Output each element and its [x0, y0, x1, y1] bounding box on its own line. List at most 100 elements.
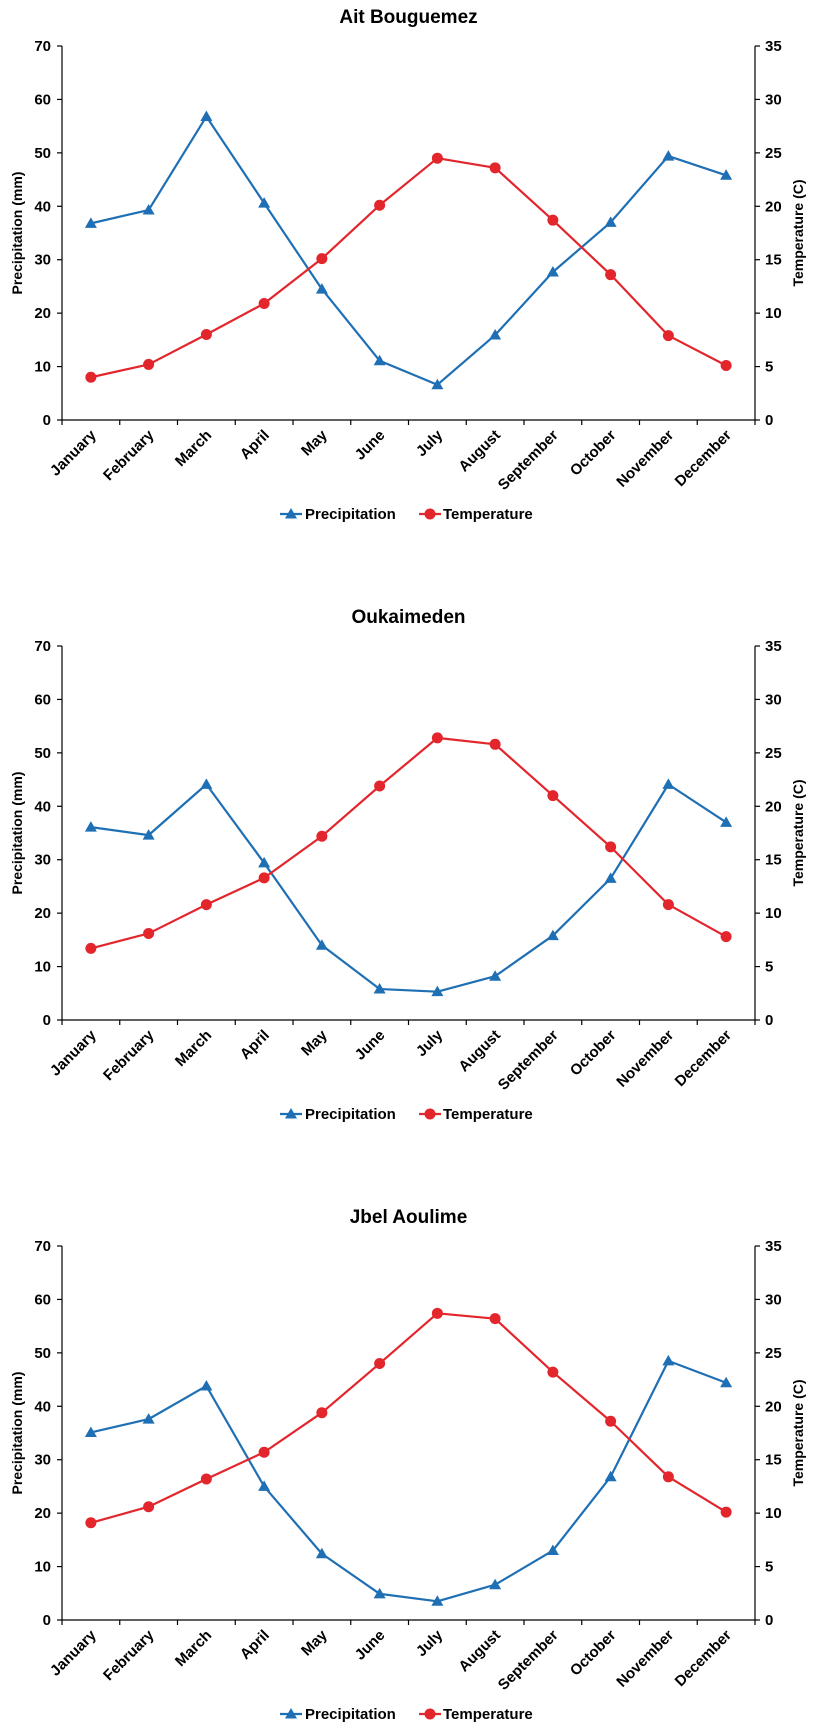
- legend-label: Precipitation: [305, 1706, 396, 1723]
- data-point-precipitation: [258, 197, 271, 208]
- x-category-label: February: [100, 426, 158, 484]
- x-category-label: August: [455, 1627, 504, 1676]
- legend-label: Precipitation: [305, 1106, 396, 1123]
- data-point-temperature: [605, 1415, 617, 1427]
- data-point-precipitation: [84, 821, 97, 832]
- legend-label: Precipitation: [305, 506, 396, 523]
- x-category-label: November: [613, 1027, 677, 1091]
- data-point-temperature: [258, 1446, 270, 1458]
- x-category-label: January: [47, 426, 100, 479]
- data-point-precipitation: [431, 378, 444, 390]
- data-point-precipitation: [662, 778, 675, 789]
- data-point-precipitation: [200, 1379, 213, 1391]
- y-right-tick-label: 35: [765, 38, 782, 55]
- y-left-tick-label: 0: [43, 1612, 51, 1629]
- data-point-temperature: [720, 360, 732, 372]
- y-left-tick-label: 60: [34, 691, 51, 708]
- x-category-label: March: [172, 1027, 215, 1070]
- y-right-tick-label: 0: [765, 1012, 773, 1029]
- y-left-tick-label: 50: [34, 745, 51, 762]
- data-point-precipitation: [489, 1578, 502, 1590]
- data-point-precipitation: [604, 1470, 617, 1482]
- legend: Precipitation Temperature: [280, 506, 533, 523]
- legend: Precipitation Temperature: [280, 1106, 533, 1123]
- y-right-tick-label: 5: [765, 959, 773, 976]
- y-right-tick-label: 15: [765, 252, 782, 269]
- series-line-precipitation: [90, 1359, 727, 1603]
- y-left-tick-label: 30: [34, 852, 51, 869]
- y-left-tick-label: 40: [34, 198, 51, 215]
- y-left-tick-label: 30: [34, 252, 51, 269]
- y-left-tick-label: 50: [34, 145, 51, 162]
- y-right-axis-title: Temperature (C): [790, 1379, 806, 1486]
- y-right-tick-label: 10: [765, 305, 782, 322]
- x-category-label: February: [100, 1026, 158, 1084]
- data-point-precipitation: [489, 329, 502, 340]
- x-category-label: October: [567, 427, 620, 480]
- x-category-label: October: [567, 1027, 620, 1080]
- data-point-temperature: [143, 358, 155, 370]
- data-point-temperature: [200, 1473, 212, 1485]
- data-point-precipitation: [489, 970, 502, 981]
- data-point-precipitation: [431, 1595, 444, 1606]
- legend-label: Temperature: [443, 506, 533, 523]
- x-category-label: September: [495, 427, 562, 494]
- x-category-label: May: [298, 1026, 331, 1059]
- x-category-label: July: [413, 426, 447, 460]
- data-point-precipitation: [373, 354, 386, 366]
- data-point-temperature: [489, 738, 501, 750]
- legend-circle-icon: [424, 1108, 436, 1120]
- data-point-temperature: [489, 1313, 501, 1325]
- y-right-tick-label: 0: [765, 412, 773, 429]
- x-category-label: December: [672, 427, 735, 490]
- chart-title: Oukaimeden: [351, 607, 465, 628]
- y-left-tick-label: 70: [34, 38, 51, 55]
- data-point-temperature: [85, 371, 97, 383]
- x-category-label: January: [47, 1026, 100, 1079]
- data-point-precipitation: [546, 1544, 559, 1556]
- x-category-label: May: [298, 1626, 331, 1659]
- legend-triangle-icon: [285, 1108, 297, 1119]
- data-point-precipitation: [373, 983, 386, 994]
- series-line-temperature: [90, 1312, 727, 1524]
- data-point-precipitation: [315, 283, 328, 294]
- y-right-tick-label: 0: [765, 1612, 773, 1629]
- y-left-axis-title: Precipitation (mm): [9, 772, 25, 895]
- data-point-temperature: [431, 152, 443, 164]
- y-right-tick-label: 35: [765, 1238, 782, 1255]
- data-point-temperature: [605, 269, 617, 281]
- y-right-tick-label: 10: [765, 905, 782, 922]
- y-right-tick-label: 25: [765, 1345, 782, 1362]
- y-left-tick-label: 20: [34, 305, 51, 322]
- data-point-precipitation: [84, 217, 97, 228]
- x-category-label: September: [495, 1027, 562, 1094]
- x-category-label: July: [413, 1026, 447, 1060]
- y-left-tick-label: 70: [34, 638, 51, 655]
- data-point-temperature: [374, 199, 386, 211]
- x-category-label: January: [47, 1626, 100, 1679]
- y-right-tick-label: 20: [765, 198, 782, 215]
- y-left-axis-title: Precipitation (mm): [9, 172, 25, 295]
- data-point-temperature: [85, 1517, 97, 1529]
- data-point-precipitation: [373, 1587, 386, 1599]
- y-right-tick-label: 25: [765, 745, 782, 762]
- data-point-precipitation: [200, 110, 213, 122]
- data-point-precipitation: [142, 829, 155, 840]
- x-category-label: November: [613, 427, 677, 491]
- legend: Precipitation Temperature: [280, 1706, 533, 1723]
- data-point-precipitation: [84, 1426, 97, 1437]
- data-point-precipitation: [720, 169, 733, 180]
- series-line-precipitation: [90, 783, 727, 993]
- y-right-axis-title: Temperature (C): [790, 779, 806, 886]
- data-point-precipitation: [546, 929, 559, 941]
- data-point-precipitation: [720, 1376, 733, 1388]
- legend-triangle-icon: [285, 508, 297, 519]
- data-point-precipitation: [662, 1354, 675, 1366]
- chart-title: Jbel Aoulime: [350, 1207, 468, 1228]
- y-right-tick-label: 5: [765, 1559, 773, 1576]
- data-point-temperature: [547, 790, 559, 802]
- data-point-temperature: [431, 732, 443, 744]
- y-right-tick-label: 15: [765, 852, 782, 869]
- data-point-temperature: [200, 899, 212, 911]
- y-left-tick-label: 70: [34, 1238, 51, 1255]
